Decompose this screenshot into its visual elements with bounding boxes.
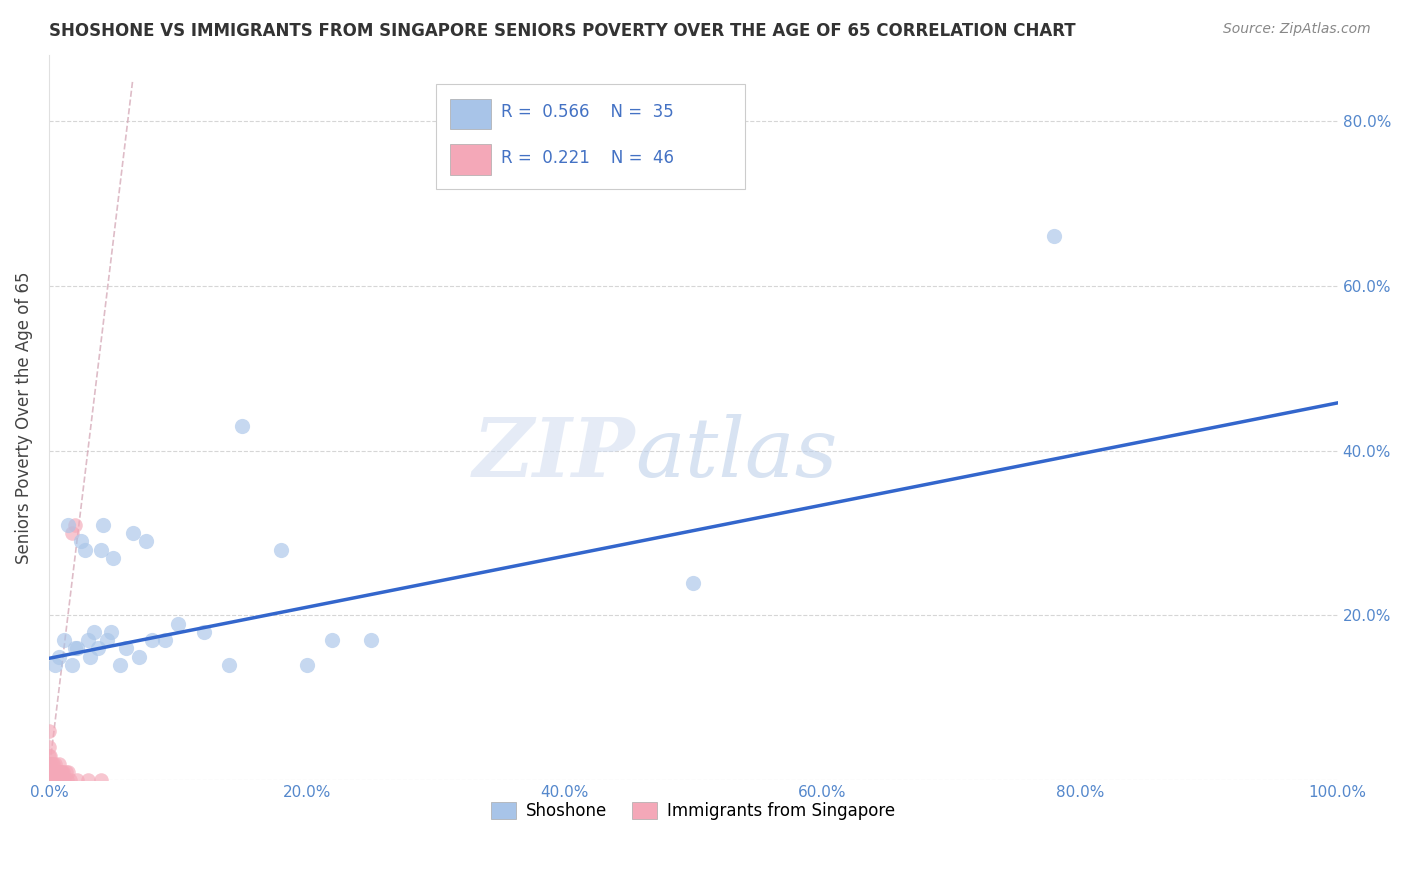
Point <box>39 756 62 771</box>
Point <box>218 657 240 672</box>
Point <box>360 633 382 648</box>
Text: atlas: atlas <box>636 414 838 494</box>
Text: R =  0.566    N =  35: R = 0.566 N = 35 <box>502 103 673 120</box>
Point <box>39 748 62 763</box>
FancyBboxPatch shape <box>436 84 745 189</box>
Text: ZIP: ZIP <box>472 414 636 494</box>
FancyBboxPatch shape <box>450 99 491 129</box>
Point <box>48 773 70 788</box>
Point <box>96 633 118 648</box>
Point <box>38 773 60 788</box>
Point <box>46 765 69 780</box>
Point <box>41 765 63 780</box>
Point <box>58 773 80 788</box>
Point <box>53 773 76 788</box>
Point <box>39 773 62 788</box>
Point <box>45 765 67 780</box>
Point <box>44 756 66 771</box>
Point <box>231 419 253 434</box>
Text: R =  0.221    N =  46: R = 0.221 N = 46 <box>502 149 675 167</box>
Y-axis label: Seniors Poverty Over the Age of 65: Seniors Poverty Over the Age of 65 <box>15 271 32 564</box>
Point <box>38 773 60 788</box>
Point <box>79 649 101 664</box>
Point <box>66 773 89 788</box>
Point <box>38 773 60 788</box>
Point <box>91 517 114 532</box>
Point <box>115 641 138 656</box>
Point <box>42 756 65 771</box>
Point <box>87 641 110 656</box>
FancyBboxPatch shape <box>450 145 491 175</box>
Point <box>46 773 69 788</box>
Point <box>321 633 343 648</box>
Point <box>89 542 111 557</box>
Point <box>38 748 60 763</box>
Point <box>60 657 83 672</box>
Point <box>44 657 66 672</box>
Point <box>44 773 66 788</box>
Point <box>52 773 75 788</box>
Point <box>193 624 215 639</box>
Point <box>53 633 76 648</box>
Point <box>83 624 105 639</box>
Point <box>48 756 70 771</box>
Point <box>73 542 96 557</box>
Point <box>56 773 79 788</box>
Point <box>52 765 75 780</box>
Point <box>58 765 80 780</box>
Legend: Shoshone, Immigrants from Singapore: Shoshone, Immigrants from Singapore <box>485 795 903 826</box>
Point <box>103 550 125 565</box>
Point <box>121 526 143 541</box>
Point <box>60 526 83 541</box>
Point <box>38 740 60 755</box>
Point <box>66 641 89 656</box>
Point <box>295 657 318 672</box>
Point <box>141 633 163 648</box>
Point <box>48 649 70 664</box>
Point <box>63 641 86 656</box>
Point <box>63 517 86 532</box>
Point <box>55 765 77 780</box>
Point <box>38 765 60 780</box>
Point <box>76 773 98 788</box>
Point <box>135 534 157 549</box>
Point <box>76 633 98 648</box>
Point <box>89 773 111 788</box>
Point <box>166 616 188 631</box>
Point <box>41 773 63 788</box>
Point <box>270 542 292 557</box>
Point <box>49 773 72 788</box>
Point <box>48 765 70 780</box>
Point <box>45 773 67 788</box>
Point <box>682 575 704 590</box>
Point <box>70 534 93 549</box>
Point <box>108 657 131 672</box>
Point <box>42 765 65 780</box>
Point <box>38 723 60 738</box>
Point <box>39 765 62 780</box>
Point <box>153 633 176 648</box>
Point <box>49 765 72 780</box>
Point <box>58 517 80 532</box>
Text: Source: ZipAtlas.com: Source: ZipAtlas.com <box>1223 22 1371 37</box>
Point <box>51 765 73 780</box>
Point <box>128 649 150 664</box>
Point <box>100 624 122 639</box>
Text: SHOSHONE VS IMMIGRANTS FROM SINGAPORE SENIORS POVERTY OVER THE AGE OF 65 CORRELA: SHOSHONE VS IMMIGRANTS FROM SINGAPORE SE… <box>49 22 1076 40</box>
Point <box>44 765 66 780</box>
Point <box>42 773 65 788</box>
Point <box>42 765 65 780</box>
Point <box>42 773 65 788</box>
Point <box>38 756 60 771</box>
Point <box>51 773 73 788</box>
Point <box>1043 229 1066 244</box>
Point <box>41 756 63 771</box>
